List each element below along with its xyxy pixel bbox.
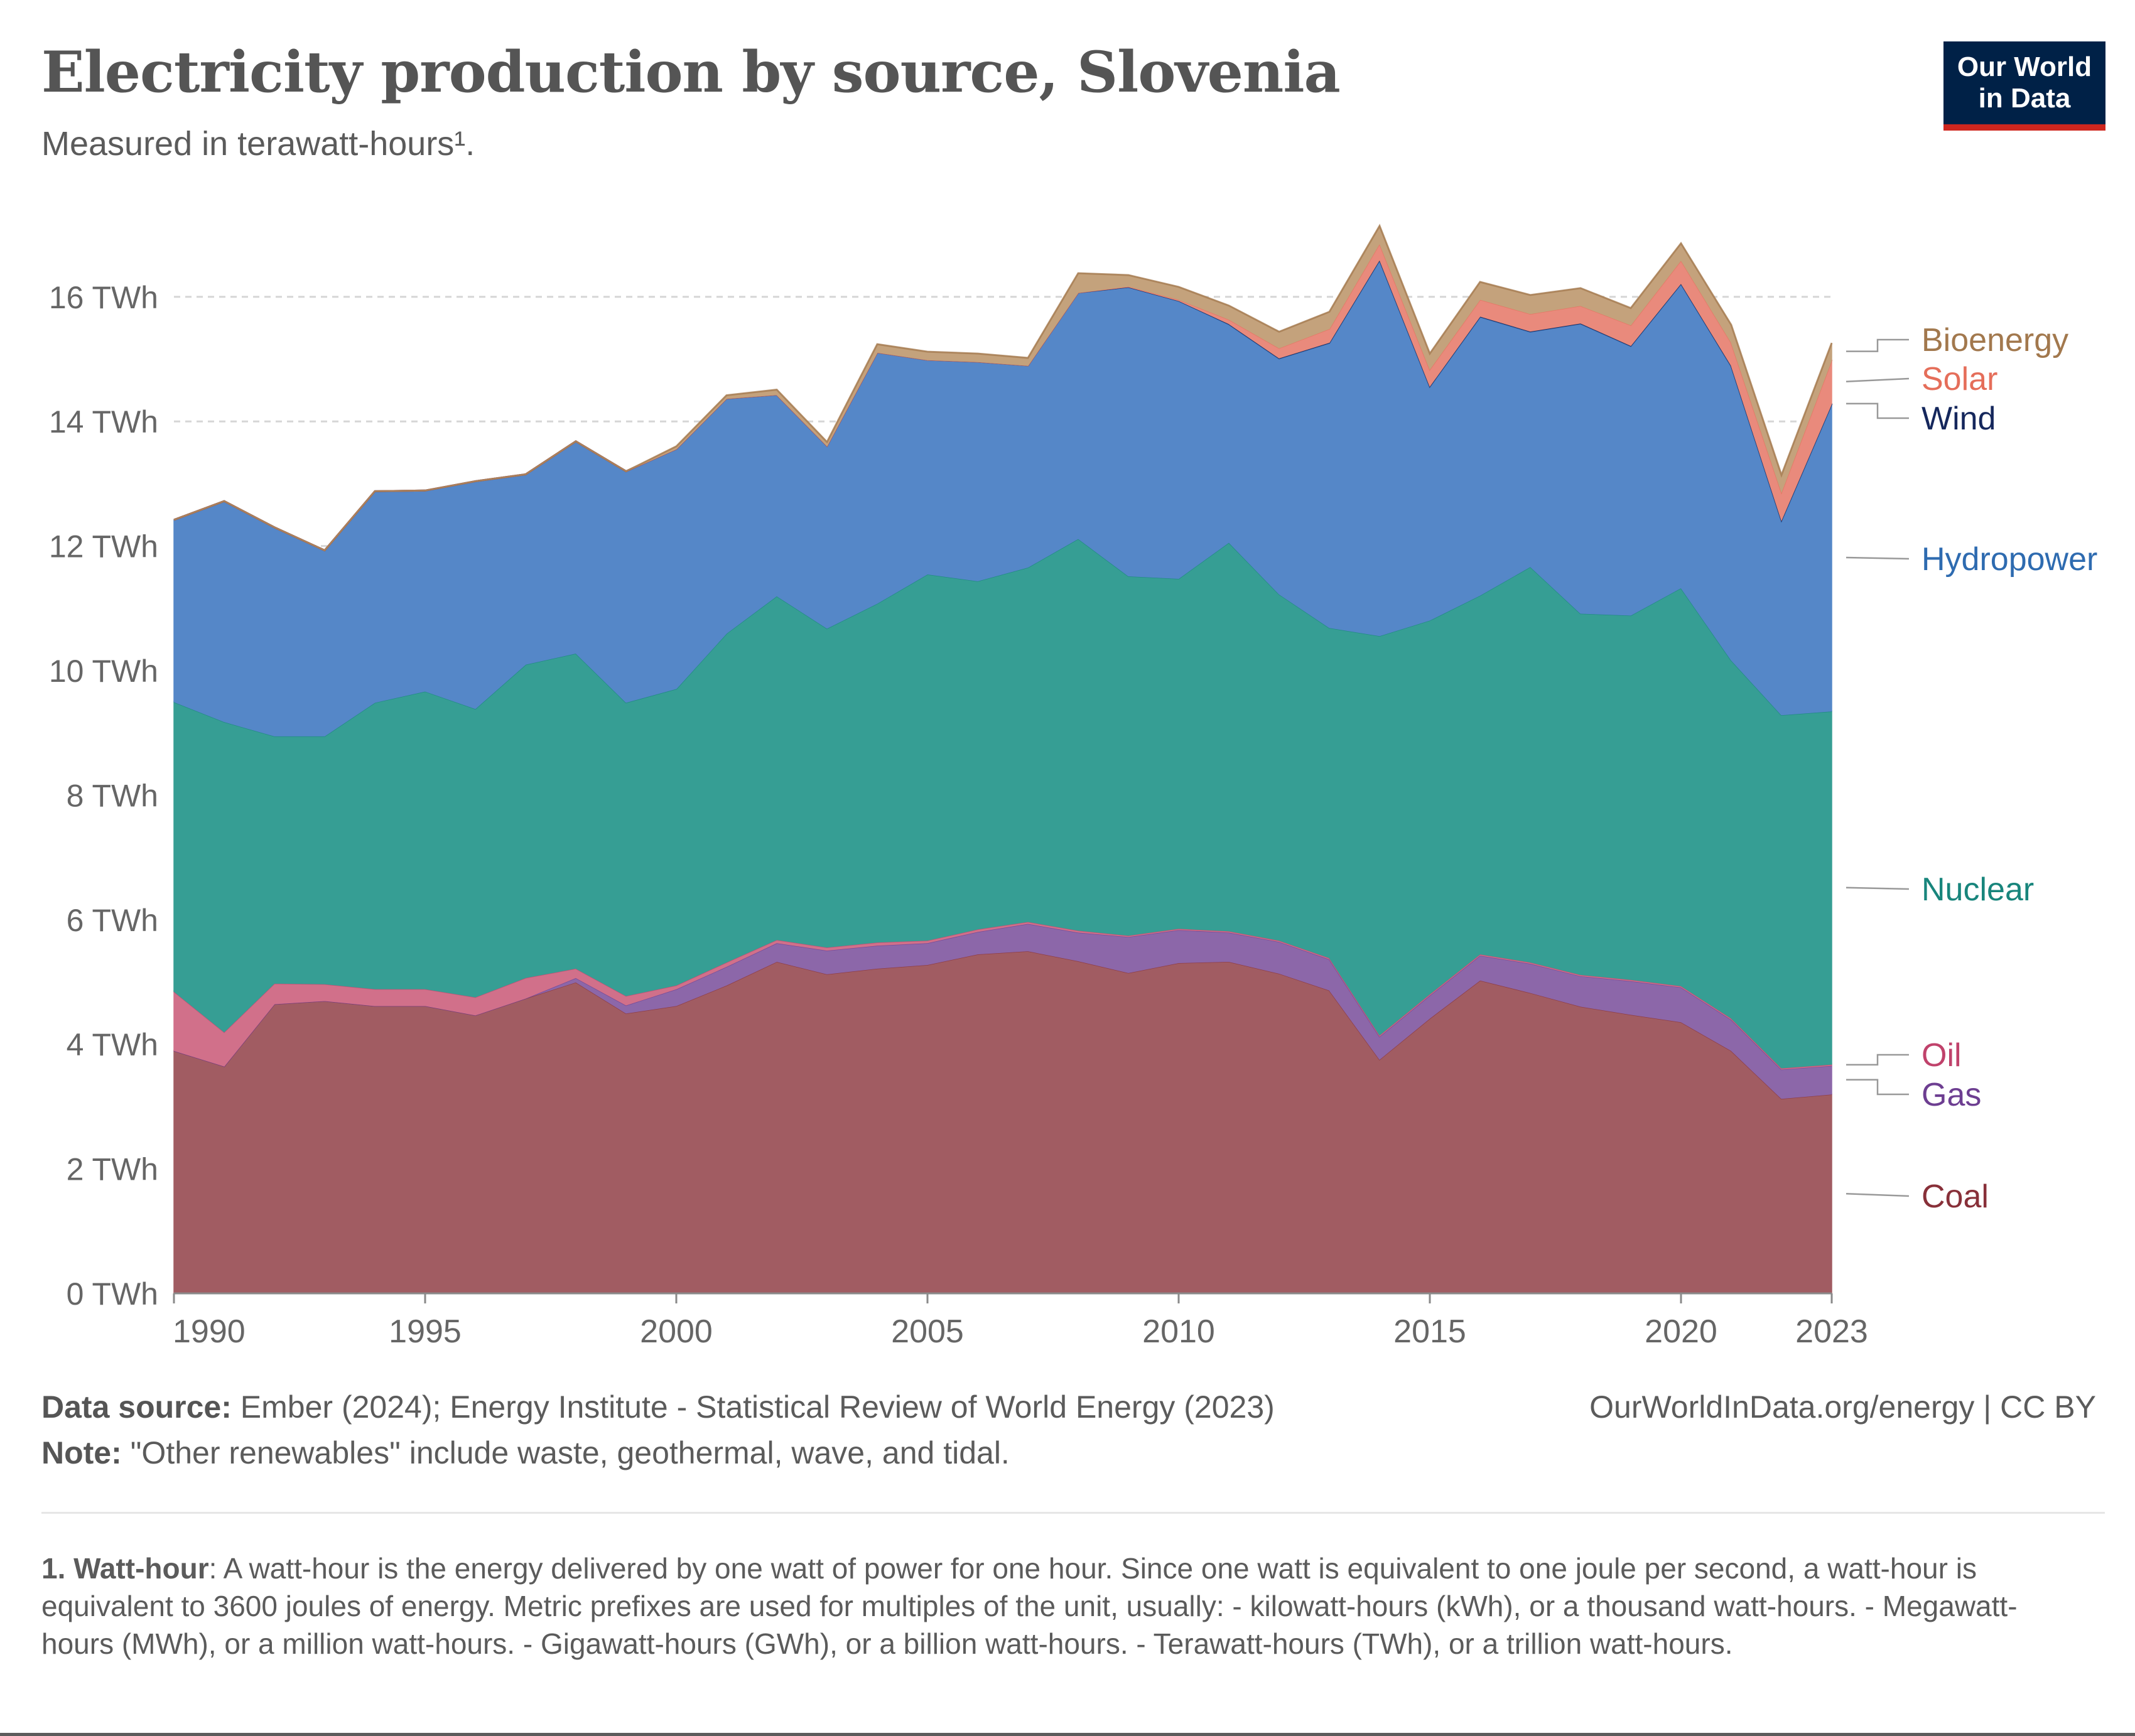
bottom-border [0,1733,2135,1736]
area-chart: 0 TWh 2 TWh 4 TWh 6 TWh 8 TWh 10 TWh 12 TWh 14 … [49,224,2097,1350]
y-tick-label: 8 TWh [67,778,158,813]
area-edge-bioenergy [173,224,1833,552]
legend-label-bioenergy[interactable]: Bioenergy [1922,322,2068,359]
footnote: 1. Watt-hour: A watt-hour is the energy … [41,1550,2082,1663]
label-connector [1846,377,1910,382]
y-tick-label: 14 TWh [49,404,158,439]
x-tick-label: 1995 [389,1313,462,1350]
chart-subtitle: Measured in terawatt-hours¹. [41,125,475,163]
x-tick-label: 2010 [1142,1313,1215,1350]
y-tick-label: 10 TWh [49,654,158,689]
footnote-text: : A watt-hour is the energy delivered by… [41,1552,2018,1660]
legend-label-coal[interactable]: Coal [1922,1178,1989,1215]
chart-title: Electricity production by source, Sloven… [41,39,1341,105]
axes: 0 TWh 2 TWh 4 TWh 6 TWh 8 TWh 10 TWh 12 TWh 14 … [49,280,1868,1350]
owid-logo[interactable]: Our World in Data [1943,41,2105,131]
x-tick-label: 2015 [1393,1313,1466,1350]
label-connector [1846,887,1910,890]
y-tick-label: 16 TWh [49,280,158,315]
x-tick-label: 2020 [1645,1313,1717,1350]
y-tick-label: 4 TWh [67,1027,158,1062]
credit-link[interactable]: OurWorldInData.org/energy | CC BY [1589,1389,2096,1425]
source-label: Data source: [41,1389,232,1425]
label-connector [1846,402,1909,419]
x-tick-label: 2023 [1795,1313,1868,1350]
y-tick-label: 0 TWh [67,1276,158,1312]
legend-label-solar[interactable]: Solar [1922,361,1997,397]
y-tick-label: 2 TWh [67,1152,158,1187]
note-label: Note: [41,1435,122,1470]
legend-label-wind[interactable]: Wind [1922,401,1996,437]
legend-label-gas[interactable]: Gas [1922,1077,1981,1113]
x-tick-label: 1990 [173,1313,246,1350]
y-tick-label: 6 TWh [67,903,158,938]
footer-divider [41,1512,2105,1514]
label-connector [1846,1054,1909,1066]
note-text: "Other renewables" include waste, geothe… [130,1435,1010,1470]
label-connector [1846,1193,1910,1197]
legend-label-nuclear[interactable]: Nuclear [1922,871,2034,908]
label-connector [1846,338,1909,352]
source-text: Ember (2024); Energy Institute - Statist… [240,1389,1275,1425]
logo-line-1: Our World [1957,51,2092,82]
data-source-line: Data source: Ember (2024); Energy Instit… [41,1389,1275,1425]
logo-line-2: in Data [1978,83,2071,114]
y-tick-label: 12 TWh [49,529,158,564]
footnote-label: 1. Watt-hour [41,1552,209,1585]
x-tick-label: 2000 [640,1313,713,1350]
label-connector [1846,556,1910,560]
stacked-areas [173,224,1833,1294]
x-tick-label: 2005 [891,1313,964,1350]
label-connector [1846,1079,1909,1096]
legend-label-oil[interactable]: Oil [1922,1037,1962,1074]
note-line: Note: "Other renewables" include waste, … [41,1435,1010,1471]
legend-label-hydropower[interactable]: Hydropower [1922,541,2097,578]
